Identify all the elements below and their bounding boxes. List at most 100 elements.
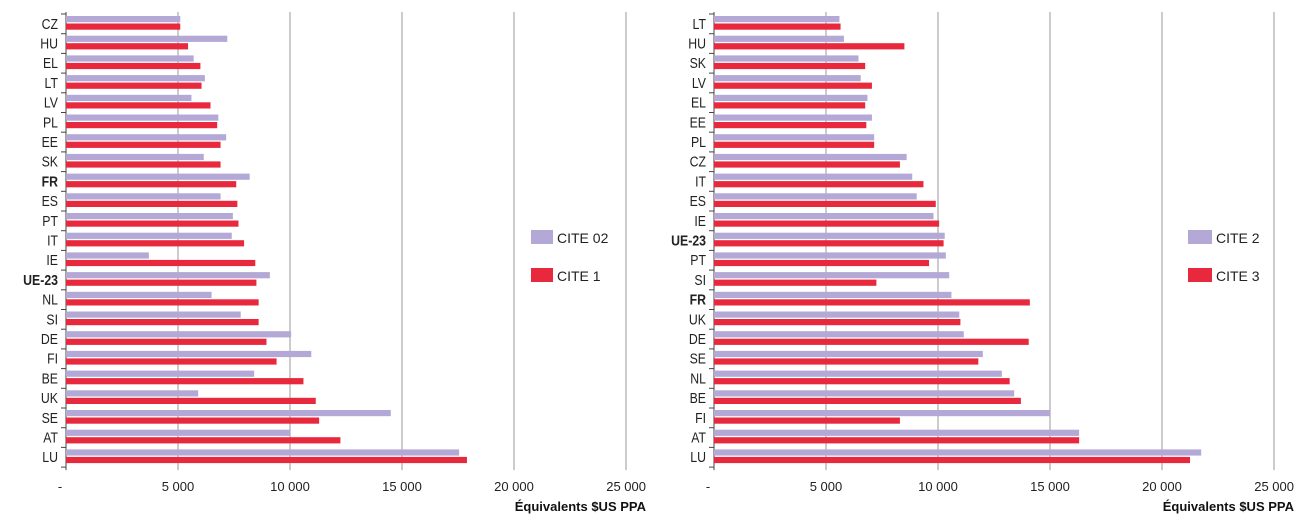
bar-series1 <box>66 429 290 436</box>
category-label: AT <box>43 429 58 445</box>
category-label: CZ <box>42 16 58 32</box>
bar-series2 <box>714 141 875 148</box>
bar-series2 <box>714 259 930 267</box>
legend-label: CITE 2 <box>1216 230 1260 246</box>
category-label: EL <box>43 55 58 71</box>
bar-series2 <box>66 220 239 227</box>
bar-series1 <box>66 350 312 358</box>
bar-series1 <box>66 370 255 377</box>
bar-series1 <box>66 75 205 82</box>
category-label: BE <box>42 370 58 386</box>
category-label: ES <box>690 193 706 209</box>
category-label: SI <box>46 311 58 327</box>
bar-series2 <box>714 181 924 188</box>
bar-series1 <box>714 350 983 358</box>
x-tick-label: 5 000 <box>810 479 843 494</box>
category-label: PL <box>691 134 706 150</box>
bar-series2 <box>66 43 189 50</box>
x-tick-label: 10 000 <box>270 479 310 494</box>
bar-series2 <box>714 102 866 109</box>
bar-series1 <box>714 370 1002 377</box>
bar-series2 <box>66 200 238 207</box>
bar-series1 <box>66 16 181 23</box>
bar-series1 <box>66 213 233 220</box>
bar-series1 <box>66 252 149 259</box>
x-tick-label: 20 000 <box>1142 479 1182 494</box>
bar-series2 <box>66 279 257 286</box>
bar-series2 <box>66 102 211 109</box>
category-label: LU <box>690 449 706 465</box>
bar-series2 <box>66 62 201 70</box>
category-label: SK <box>690 55 706 71</box>
category-label: IE <box>46 252 58 268</box>
legend-label: CITE 1 <box>557 268 601 284</box>
bar-series2 <box>714 417 900 424</box>
category-label: AT <box>691 429 706 445</box>
category-label: PT <box>42 213 58 229</box>
bar-series1 <box>714 75 861 82</box>
legend-swatch <box>531 230 553 244</box>
bar-series2 <box>66 417 320 424</box>
bar-series2 <box>66 161 221 168</box>
bar-series1 <box>66 272 270 279</box>
bar-series2 <box>66 456 467 464</box>
category-label: EE <box>690 114 706 130</box>
bar-series1 <box>714 213 934 220</box>
x-axis-title: Équivalents $US PPA <box>1163 499 1295 514</box>
bar-series1 <box>714 153 907 161</box>
category-label: LT <box>45 75 59 91</box>
category-label: CZ <box>690 154 706 170</box>
bar-series2 <box>714 82 872 89</box>
category-label: PT <box>690 252 706 268</box>
bar-series1 <box>714 390 1015 397</box>
bar-series2 <box>66 122 218 129</box>
category-label: LV <box>44 95 59 111</box>
category-label: EL <box>691 95 706 111</box>
x-tick-label: 10 000 <box>918 479 958 494</box>
bar-series1 <box>66 55 194 62</box>
category-label: ES <box>42 193 58 209</box>
category-label: SK <box>42 154 58 170</box>
bar-series1 <box>66 449 460 456</box>
bar-series2 <box>66 437 341 444</box>
bar-series2 <box>714 456 1190 464</box>
bar-series2 <box>66 319 259 326</box>
category-label: BE <box>690 390 706 406</box>
bar-series2 <box>714 43 905 50</box>
category-label: IT <box>47 232 58 248</box>
bar-series1 <box>66 331 292 338</box>
bar-series1 <box>714 55 859 62</box>
bar-series1 <box>714 94 868 101</box>
category-label: IE <box>694 213 706 229</box>
bar-series1 <box>714 193 917 200</box>
category-label: PL <box>43 114 58 130</box>
bar-series2 <box>66 259 256 267</box>
bar-series1 <box>714 134 875 141</box>
chart-right: LT HU SK LV EL EE PL CZ IT ES IE UE-23 PT SI FR UK DE SE N… <box>671 12 1295 514</box>
bar-series1 <box>714 35 844 42</box>
bar-series1 <box>714 114 872 121</box>
legend-label: CITE 3 <box>1216 268 1260 284</box>
category-label: DE <box>689 331 706 347</box>
category-label: UK <box>41 390 58 406</box>
category-label: EE <box>42 134 58 150</box>
bar-series1 <box>714 232 945 239</box>
bar-series1 <box>66 94 192 101</box>
x-tick-label: - <box>58 479 62 494</box>
bar-series1 <box>714 291 952 298</box>
category-label: FI <box>47 351 58 367</box>
legend-swatch <box>1188 268 1212 282</box>
legend-swatch <box>531 268 553 282</box>
category-label: NL <box>42 292 58 308</box>
bar-series2 <box>66 378 304 385</box>
x-tick-label: 5 000 <box>162 479 195 494</box>
bar-series1 <box>714 331 964 338</box>
bar-series2 <box>714 279 877 286</box>
category-label: FR <box>690 292 706 308</box>
bar-series2 <box>714 220 940 227</box>
bar-series2 <box>714 161 900 168</box>
category-label: HU <box>688 35 706 51</box>
x-tick-label: 25 000 <box>1254 479 1294 494</box>
bar-series2 <box>714 338 1029 345</box>
category-label: FI <box>695 410 706 426</box>
